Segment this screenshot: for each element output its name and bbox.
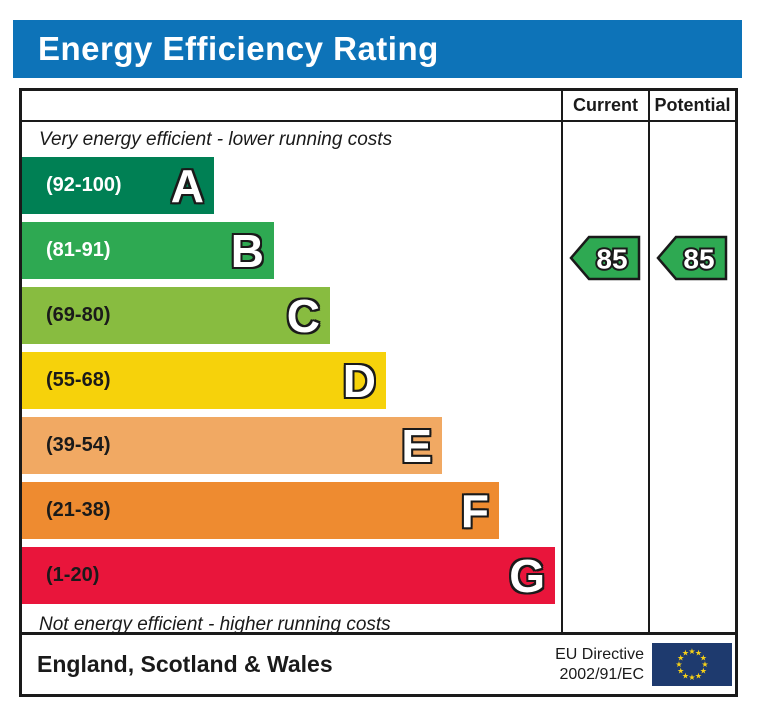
eu-directive-line1: EU Directive [555, 645, 644, 663]
column-header-potential: Potential [648, 91, 735, 120]
band-row-d: (55-68) D [22, 352, 561, 409]
band-letter-c: C [286, 289, 320, 342]
current-rating-arrow-icon: 85 [569, 235, 641, 281]
band-bar-f: (21-38) F [22, 482, 499, 539]
top-caption: Very energy efficient - lower running co… [39, 129, 393, 150]
band-row-c: (69-80) C [22, 287, 561, 344]
band-range-label-e: (39-54) [46, 434, 111, 456]
band-bar-d: (55-68) D [22, 352, 386, 409]
band-letter-a: A [170, 159, 204, 212]
eu-flag-background [652, 643, 732, 686]
band-range-label-a: (92-100) [46, 174, 122, 196]
band-letter-e: E [401, 419, 432, 472]
eu-directive-line2: 2002/91/EC [559, 665, 644, 683]
band-bar-g: (1-20) G [22, 547, 555, 604]
svg-text:★: ★ [695, 649, 702, 658]
eu-directive-label: EU Directive 2002/91/EC [555, 645, 652, 685]
svg-text:★: ★ [688, 673, 695, 682]
header-spacer [22, 91, 561, 120]
bands-column: Very energy efficient - lower running co… [22, 122, 561, 635]
potential-rating-arrow-icon: 85 [656, 235, 728, 281]
band-row-e: (39-54) E [22, 417, 561, 474]
svg-text:★: ★ [695, 671, 702, 680]
band-bar-c: (69-80) C [22, 287, 330, 344]
band-bar-a: (92-100) A [22, 157, 214, 214]
svg-text:★: ★ [677, 667, 684, 676]
band-row-f: (21-38) F [22, 482, 561, 539]
svg-text:★: ★ [688, 647, 695, 656]
band-letter-d: D [342, 354, 376, 407]
band-row-b: (81-91) B [22, 222, 561, 279]
current-arrow-shape [569, 235, 641, 281]
bottom-caption: Not energy efficient - higher running co… [39, 614, 391, 635]
svg-text:★: ★ [682, 671, 689, 680]
column-header-current: Current [561, 91, 648, 120]
potential-arrow-shape [656, 235, 728, 281]
svg-text:★: ★ [700, 667, 707, 676]
band-range-label-b: (81-91) [46, 239, 111, 261]
page-title-banner: Energy Efficiency Rating [13, 20, 742, 78]
page-title: Energy Efficiency Rating [38, 30, 439, 67]
band-row-a: (92-100) A [22, 157, 561, 214]
chart-footer: England, Scotland & Wales EU Directive 2… [19, 635, 738, 697]
band-range-label-g: (1-20) [46, 564, 100, 586]
svg-text:★: ★ [701, 660, 708, 669]
band-range-label-c: (69-80) [46, 304, 111, 326]
energy-rating-chart: Current Potential Very energy efficient … [19, 88, 738, 635]
region-label: England, Scotland & Wales [37, 651, 333, 677]
band-row-g: (1-20) G [22, 547, 561, 604]
band-range-label-d: (55-68) [46, 369, 111, 391]
chart-body: Very energy efficient - lower running co… [22, 122, 735, 635]
band-letter-f: F [460, 484, 489, 537]
current-rating-cell: 85 [561, 122, 648, 632]
band-range-label-f: (21-38) [46, 499, 111, 521]
band-list: (92-100) A (81-91) B (69-80) C [22, 157, 561, 604]
svg-text:★: ★ [675, 660, 682, 669]
band-letter-g: G [509, 549, 545, 602]
band-bar-e: (39-54) E [22, 417, 442, 474]
potential-rating-cell: 85 [648, 122, 735, 632]
eu-flag-stars: ★ ★ ★ ★ ★ ★ ★ ★ ★ ★ ★ ★ [675, 647, 708, 682]
eu-flag-icon: ★ ★ ★ ★ ★ ★ ★ ★ ★ ★ ★ ★ [652, 643, 732, 686]
svg-text:★: ★ [682, 649, 689, 658]
chart-header-row: Current Potential [22, 91, 735, 122]
current-rating-value: 85 [596, 244, 627, 275]
svg-text:★: ★ [677, 654, 684, 663]
potential-rating-value: 85 [683, 244, 714, 275]
band-letter-b: B [230, 224, 264, 277]
svg-text:★: ★ [700, 654, 707, 663]
band-bar-b: (81-91) B [22, 222, 274, 279]
